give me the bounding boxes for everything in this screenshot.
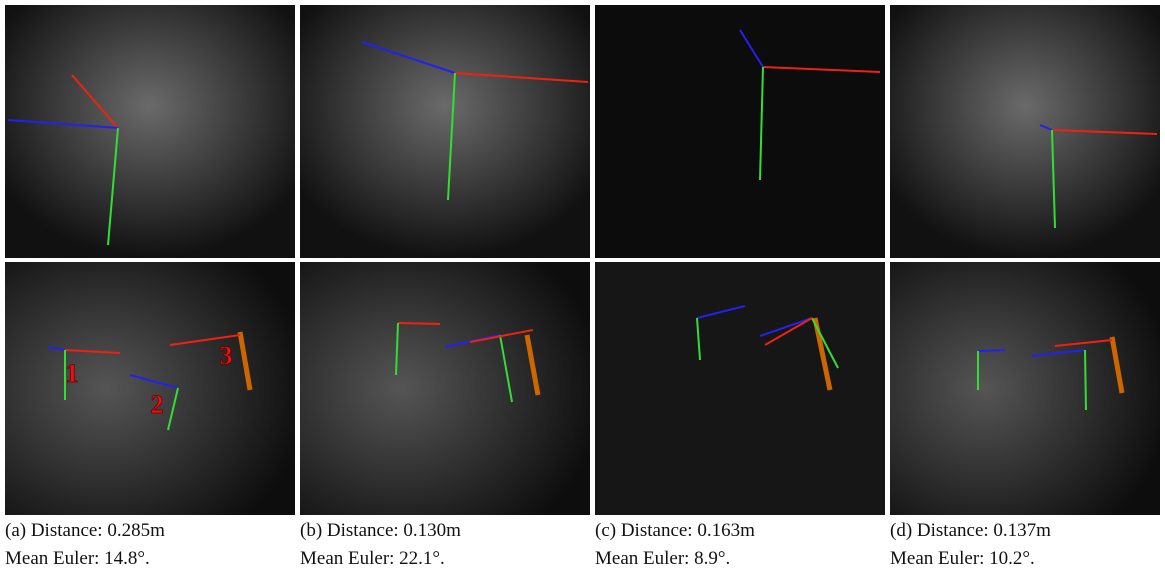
caption: (b) Distance: 0.130m <box>300 520 461 541</box>
photo <box>5 5 295 258</box>
annotation: 2 <box>151 390 164 419</box>
caption: Mean Euler: 14.8°. <box>5 548 150 569</box>
caption: Mean Euler: 10.2°. <box>890 548 1035 569</box>
caption: (d) Distance: 0.137m <box>890 520 1051 541</box>
caption: Mean Euler: 8.9°. <box>595 548 730 569</box>
annotation: 1 <box>66 359 79 388</box>
caption: Mean Euler: 22.1°. <box>300 548 445 569</box>
caption: (a) Distance: 0.285m <box>5 520 165 541</box>
photo <box>595 5 885 258</box>
photo <box>595 262 885 515</box>
photo <box>300 5 590 258</box>
captions: (a) Distance: 0.285m Mean Euler: 14.8°. (b… <box>5 520 1051 569</box>
photo <box>890 5 1160 258</box>
annotation: 3 <box>220 341 233 370</box>
caption: (c) Distance: 0.163m <box>595 520 755 541</box>
top-row <box>5 5 1160 258</box>
figure: 1 2 3 (a) Distance: 0.285m Mean Euler: 14… <box>0 0 1165 574</box>
photo <box>300 262 590 515</box>
